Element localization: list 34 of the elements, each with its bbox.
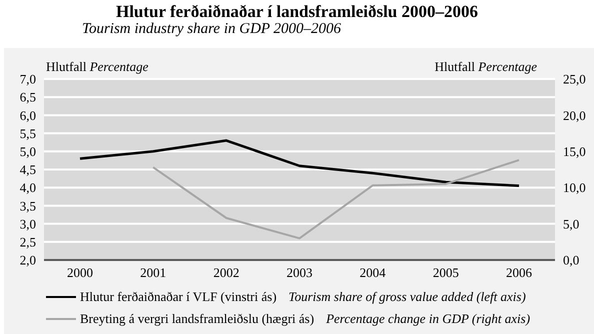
x-tick-label: 2001 xyxy=(140,265,166,280)
y-tick-label: 3,0 xyxy=(20,216,36,232)
x-tick-label: 2004 xyxy=(360,265,386,280)
x-tick-label: 2000 xyxy=(67,265,93,280)
y2-tick-label: 25,0 xyxy=(563,72,586,87)
chart-title: Hlutur ferðaiðnaðar í landsframleiðslu 2000–2006 xyxy=(114,2,480,22)
legend-label: Breyting á vergri landsframleiðslu (hægri ás) xyxy=(80,311,314,327)
x-tick-label: 2002 xyxy=(213,265,240,280)
text: Percentage change in GDP (right axis) xyxy=(326,311,530,327)
y-tick-label: 2,5 xyxy=(20,234,36,250)
line-series xyxy=(152,159,520,240)
line-series xyxy=(78,139,520,188)
y2-axis-title: Hlutfall Percentage xyxy=(434,59,537,74)
y2-tick-label: 20,0 xyxy=(563,108,586,123)
y-tick-label: 4,0 xyxy=(20,180,36,196)
y-tick-label: 2,0 xyxy=(20,252,36,268)
y2-tick-label: 0,0 xyxy=(563,252,580,268)
y-tick-label: 7,0 xyxy=(20,72,36,87)
y-tick-label: 4,5 xyxy=(20,162,36,178)
y-tick-label: 3,5 xyxy=(20,198,36,214)
text: Tourism share of gross value added (left axis) xyxy=(288,289,526,305)
y-tick-label: 5,0 xyxy=(20,144,36,160)
y2-tick-label: 10,0 xyxy=(563,180,586,196)
y-tick-label: 6,0 xyxy=(20,108,36,123)
x-tick-label: 2003 xyxy=(286,265,312,280)
y-tick-label: 5,5 xyxy=(20,126,36,141)
chart-subtitle: Tourism industry share in GDP 2000–2006 xyxy=(82,21,342,38)
y-axis-title: Hlutfall Percentage xyxy=(46,59,148,74)
y-tick-label: 6,5 xyxy=(20,90,36,105)
x-tick-label: 2005 xyxy=(432,265,459,280)
y2-tick-label: 5,0 xyxy=(563,216,580,232)
legend-label: Hlutur ferðaiðnaðar í VLF (vinstri ás) xyxy=(80,289,277,305)
x-tick-label: 2006 xyxy=(506,265,532,280)
y2-tick-label: 15,0 xyxy=(563,144,586,160)
